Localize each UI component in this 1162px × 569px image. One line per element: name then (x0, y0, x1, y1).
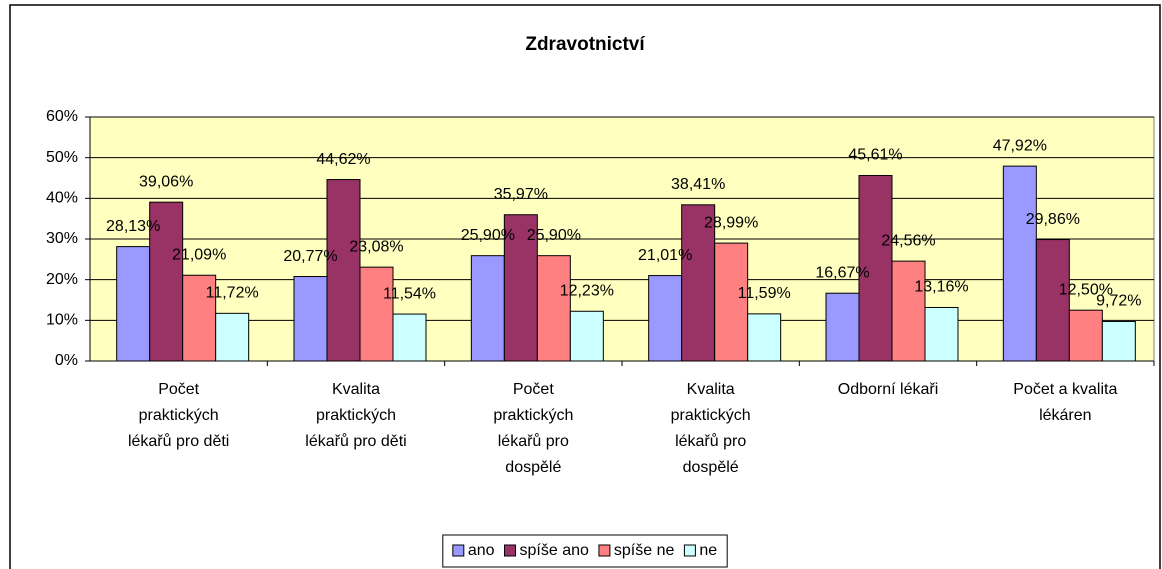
bar (1035, 239, 1070, 362)
data-label: 44,62% (316, 151, 370, 168)
legend-label: ano (468, 542, 495, 559)
bar (470, 255, 505, 362)
data-label: 38,41% (671, 176, 725, 193)
x-tick-label: Odborní lékaři (837, 381, 939, 398)
legend-box (442, 534, 728, 568)
y-tick-label: 50% (46, 149, 78, 166)
bar (392, 313, 427, 362)
bar (293, 276, 328, 362)
data-label: 13,16% (914, 279, 968, 296)
data-label: 21,01% (638, 247, 692, 264)
legend-swatch (683, 544, 696, 557)
bar (182, 274, 217, 362)
x-tick-label: Kvalita praktických lékařů pro děti (305, 381, 407, 450)
bar (569, 310, 604, 362)
bar (359, 266, 394, 362)
legend-swatch (452, 544, 465, 557)
bar (326, 179, 361, 362)
y-tick-label: 30% (46, 230, 78, 247)
data-label: 20,77% (283, 248, 337, 265)
bar (1068, 309, 1103, 362)
data-label: 39,06% (139, 173, 193, 190)
data-label: 9,72% (1096, 293, 1141, 310)
bar (116, 246, 151, 362)
data-label: 28,13% (106, 218, 160, 235)
legend-swatch (504, 544, 517, 557)
y-tick-label: 20% (46, 271, 78, 288)
data-label: 11,54% (383, 285, 436, 302)
data-label: 24,56% (881, 232, 935, 249)
bar (536, 255, 571, 362)
x-tick-label: Počet praktických lékařů pro dospělé (493, 381, 574, 476)
bar (825, 292, 860, 362)
y-tick-label: 0% (55, 352, 78, 369)
data-label: 16,67% (815, 264, 869, 281)
legend: ano spíše ano spíše ne ne (442, 534, 728, 568)
y-tick-label: 10% (46, 312, 78, 329)
bar (503, 214, 538, 362)
data-label: 21,09% (172, 246, 226, 263)
legend-label: spíše ano (520, 542, 589, 559)
x-tick-label: Kvalita praktických lékařů pro dospělé (670, 381, 751, 476)
data-label: 11,72% (206, 285, 259, 302)
bar (1002, 165, 1037, 362)
legend-label: spíše ne (614, 542, 675, 559)
data-label: 28,99% (704, 214, 758, 231)
bar (215, 312, 250, 362)
data-label: 25,90% (527, 227, 581, 244)
bar (714, 242, 749, 362)
data-label: 11,59% (738, 285, 791, 302)
bar (891, 260, 926, 362)
chart-title: Zdravotnictví (525, 34, 645, 55)
data-label: 12,23% (560, 282, 614, 299)
bar (858, 175, 893, 362)
legend-swatch (598, 544, 611, 557)
data-label: 47,92% (993, 137, 1047, 154)
bar (149, 201, 184, 362)
data-label: 12,50% (1059, 281, 1113, 298)
y-tick-label: 40% (46, 190, 78, 207)
bar (648, 275, 683, 362)
x-tick-label: Počet praktických lékařů pro děti (127, 381, 230, 450)
bar (924, 306, 959, 362)
y-tick-label: 60% (46, 108, 78, 125)
x-tick-label: Počet a kvalita lékáren (1013, 381, 1118, 424)
legend-label: ne (699, 542, 717, 559)
data-label: 45,61% (848, 147, 902, 164)
data-label: 29,86% (1026, 211, 1080, 228)
data-label: 25,90% (461, 227, 515, 244)
data-label: 23,08% (349, 238, 403, 255)
bar (1101, 320, 1136, 362)
bar (747, 313, 782, 362)
data-label: 35,97% (494, 186, 548, 203)
